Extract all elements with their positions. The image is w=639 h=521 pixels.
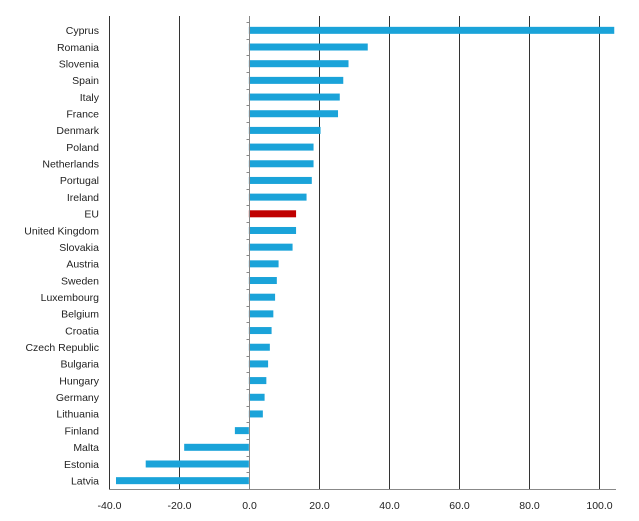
x-tick-label-5: 60.0 (449, 500, 470, 512)
category-label-czech-republic: Czech Republic (25, 342, 99, 354)
category-label-cyprus: Cyprus (66, 25, 99, 37)
bar-portugal (248, 176, 312, 184)
bar-czech-republic (248, 343, 270, 351)
category-label-spain: Spain (72, 75, 99, 87)
category-label-sweden: Sweden (61, 275, 99, 287)
x-tick-label-4: 40.0 (379, 500, 400, 512)
bar-denmark (248, 126, 321, 134)
category-label-malta: Malta (73, 442, 99, 454)
category-label-ireland: Ireland (67, 192, 99, 204)
category-label-romania: Romania (57, 42, 99, 54)
bar-belgium (248, 310, 274, 318)
category-label-latvia: Latvia (71, 475, 99, 487)
category-labels: Cyprus Romania Slovenia Spain Italy France Den… (24, 25, 99, 487)
bar-austria (248, 260, 279, 268)
gridlines (109, 16, 600, 489)
category-label-italy: Italy (80, 92, 100, 104)
category-label-estonia: Estonia (64, 459, 99, 471)
bar-germany (248, 393, 265, 401)
bar-latvia (115, 477, 249, 485)
bar-lithuania (248, 410, 263, 418)
bar-luxembourg (248, 293, 276, 301)
axes (109, 16, 616, 490)
x-tick-label-1: -20.0 (168, 500, 192, 512)
x-tick-labels: -40.0 -20.0 0.0 20.0 40.0 60.0 80.0 100.0 (98, 500, 613, 512)
bar-united-kingdom (248, 226, 297, 234)
category-label-france: France (66, 109, 99, 121)
bar-slovakia (248, 243, 293, 251)
bar-ireland (248, 193, 307, 201)
x-tick-label-7: 100.0 (586, 500, 612, 512)
bar-spain (248, 76, 344, 84)
category-label-slovakia: Slovakia (59, 242, 99, 254)
bar-hungary (248, 377, 267, 385)
category-label-belgium: Belgium (61, 309, 99, 321)
bar-netherlands (248, 160, 314, 168)
bar-malta (184, 443, 249, 451)
bar-sweden (248, 277, 277, 285)
x-tick-label-6: 80.0 (519, 500, 540, 512)
category-label-austria: Austria (66, 259, 99, 271)
bar-finland (234, 427, 249, 435)
bar-poland (248, 143, 314, 151)
x-tick-label-2: 0.0 (242, 500, 257, 512)
category-label-united-kingdom: United Kingdom (24, 225, 99, 237)
bar-romania (248, 43, 368, 51)
category-label-denmark: Denmark (56, 125, 99, 137)
category-label-slovenia: Slovenia (59, 58, 99, 70)
category-label-poland: Poland (66, 142, 99, 154)
bar-france (248, 110, 339, 118)
category-label-portugal: Portugal (60, 175, 99, 187)
bar-cyprus (248, 26, 615, 34)
bars (115, 26, 615, 485)
category-label-lithuania: Lithuania (56, 409, 99, 421)
bar-slovenia (248, 60, 349, 68)
bar-estonia (145, 460, 249, 468)
bar-croatia (248, 327, 272, 335)
category-label-netherlands: Netherlands (42, 159, 99, 171)
x-tick-label-3: 20.0 (309, 500, 330, 512)
bar-eu (248, 210, 297, 218)
category-label-croatia: Croatia (65, 325, 99, 337)
bar-bulgaria (248, 360, 269, 368)
bar-italy (248, 93, 340, 101)
category-label-bulgaria: Bulgaria (60, 359, 99, 371)
category-label-eu: EU (84, 209, 99, 221)
category-label-luxembourg: Luxembourg (41, 292, 100, 304)
category-label-hungary: Hungary (59, 375, 99, 387)
x-tick-label-0: -40.0 (98, 500, 122, 512)
category-label-finland: Finland (65, 425, 100, 437)
category-label-germany: Germany (56, 392, 100, 404)
